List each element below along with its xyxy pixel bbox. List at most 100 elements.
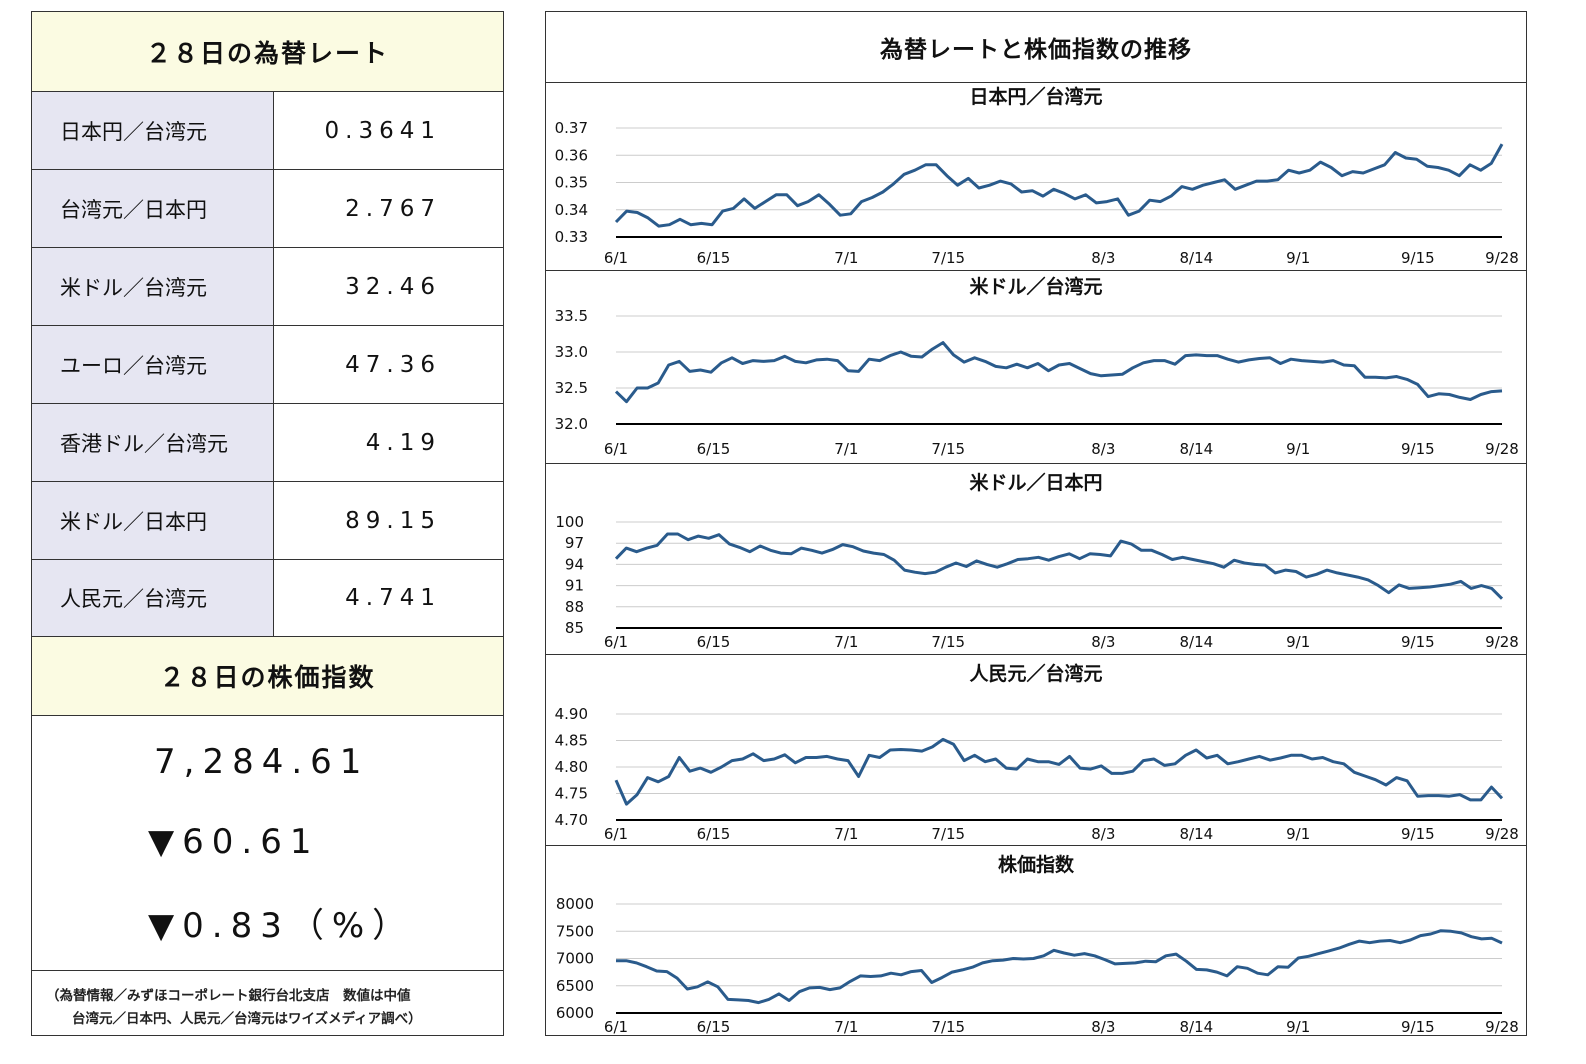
x-tick-label: 7/1: [834, 440, 858, 458]
y-tick-label: 85: [565, 619, 584, 637]
rate-value: 47.36: [345, 351, 441, 378]
y-tick-label: 0.35: [555, 174, 588, 192]
x-tick-label: 8/3: [1091, 1018, 1115, 1035]
rate-row: 香港ドル／台湾元 4.19: [32, 404, 503, 482]
x-tick-label: 9/28: [1485, 440, 1519, 458]
x-tick-label: 9/28: [1485, 633, 1519, 651]
y-tick-label: 4.85: [555, 732, 588, 750]
x-tick-label: 7/1: [834, 249, 858, 267]
chart-title: 株価指数: [998, 853, 1075, 876]
x-tick-label: 8/3: [1091, 249, 1115, 267]
x-tick-label: 7/15: [931, 249, 965, 267]
series-line: [616, 929, 1503, 1005]
y-tick-label: 88: [565, 598, 584, 616]
y-tick-label: 33.5: [555, 307, 588, 325]
x-tick-label: 9/15: [1401, 1018, 1435, 1035]
stock-change-value: ▼60.61: [148, 822, 320, 862]
x-tick-label: 8/14: [1179, 249, 1213, 267]
y-tick-label: 4.80: [555, 758, 588, 776]
y-tick-label: 0.36: [555, 146, 588, 164]
x-tick-label: 6/15: [697, 1018, 731, 1035]
x-tick-label: 8/14: [1179, 440, 1213, 458]
y-tick-label: 0.34: [555, 201, 588, 219]
chart-cny-twd: 人民元／台湾元 4.70 4.75 4.80 4.85 4.90 6/1 6/15 7/1 7/1…: [546, 655, 1526, 846]
chart-cny-twd-svg: 人民元／台湾元 4.70 4.75 4.80 4.85 4.90 6/1 6/15 7/1 7/1…: [555, 662, 1519, 843]
x-tick-label: 8/3: [1091, 825, 1115, 843]
x-tick-label: 9/15: [1401, 249, 1435, 267]
chart-stock-index: 株価指数 6000 6500 7000 7500 8000 6/1 6/15 7/1 7/15 8/…: [546, 846, 1526, 1035]
x-tick-label: 9/1: [1286, 1018, 1310, 1035]
x-tick-label: 7/15: [931, 633, 965, 651]
series-line: [614, 341, 1503, 404]
source-note-line2: 台湾元／日本円、人民元／台湾元はワイズメディア調べ）: [72, 1011, 422, 1027]
y-tick-label: 6500: [556, 977, 594, 995]
x-tick-label: 8/14: [1179, 825, 1213, 843]
x-tick-label: 6/1: [604, 1018, 628, 1035]
chart-title: 日本円／台湾元: [969, 85, 1102, 108]
stock-change-percent: ▼0.83（%）: [148, 906, 415, 946]
chart-usd-jpy: 米ドル／日本円 85 88 91 94 97 100 6/1 6/15 7/1 7/15 8/3 8/1…: [546, 464, 1526, 655]
rate-value: 4.741: [345, 585, 441, 611]
x-tick-label: 7/15: [931, 1018, 965, 1035]
left-panel: ２８日の為替レート 日本円／台湾元 0.3641 台湾元／日本円 2.767 米…: [31, 11, 504, 1036]
chart-jpy-twd-svg: 日本円／台湾元 0.33 0.34 0.35 0.36 0.37 6/1 6/15 7/1 7/1…: [555, 85, 1519, 267]
rate-value: 0.3641: [324, 117, 441, 144]
y-tick-label: 0.37: [555, 119, 588, 137]
rate-row: 日本円／台湾元 0.3641: [32, 92, 503, 170]
chart-usd-twd-svg: 米ドル／台湾元 32.0 32.5 33.0 33.5 6/1 6/15 7/1 7/15 8/3…: [555, 275, 1519, 458]
rate-row: 台湾元／日本円 2.767: [32, 170, 503, 248]
x-tick-label: 9/1: [1286, 440, 1310, 458]
x-tick-label: 7/1: [834, 1018, 858, 1035]
series-line: [614, 737, 1504, 806]
x-tick-label: 9/1: [1286, 825, 1310, 843]
x-tick-label: 7/15: [931, 825, 965, 843]
rates-title: ２８日の為替レート: [32, 12, 503, 92]
stock-index-value: 7,284.61: [154, 742, 370, 782]
rate-value: 4.19: [365, 429, 441, 456]
y-tick-label: 0.33: [555, 228, 588, 246]
divider: [32, 970, 503, 971]
x-tick-label: 7/15: [931, 440, 965, 458]
charts-title: 為替レートと株価指数の推移: [546, 12, 1526, 83]
y-tick-label: 32.5: [555, 379, 588, 397]
x-tick-label: 8/3: [1091, 440, 1115, 458]
x-tick-label: 6/1: [604, 825, 628, 843]
chart-title: 米ドル／台湾元: [969, 275, 1102, 298]
chart-usd-twd: 米ドル／台湾元 32.0 32.5 33.0 33.5 6/1 6/15 7/1 7/15 8/3…: [546, 271, 1526, 464]
y-tick-label: 94: [565, 555, 584, 573]
y-tick-label: 97: [565, 534, 584, 552]
rate-label: 香港ドル／台湾元: [32, 404, 274, 481]
x-tick-label: 6/1: [604, 633, 628, 651]
x-tick-label: 9/28: [1485, 249, 1519, 267]
rate-value: 32.46: [345, 273, 441, 300]
x-tick-label: 7/1: [834, 825, 858, 843]
y-tick-label: 100: [555, 513, 584, 531]
x-tick-label: 8/14: [1179, 633, 1213, 651]
x-tick-label: 9/1: [1286, 633, 1310, 651]
rate-value: 2.767: [345, 195, 441, 222]
x-tick-label: 6/15: [697, 825, 731, 843]
x-tick-label: 6/15: [697, 633, 731, 651]
x-tick-label: 9/15: [1401, 825, 1435, 843]
chart-title: 米ドル／日本円: [969, 471, 1102, 494]
rate-label: 台湾元／日本円: [32, 170, 274, 247]
y-tick-label: 7000: [556, 950, 594, 968]
x-tick-label: 6/15: [697, 440, 731, 458]
rate-label: 米ドル／日本円: [32, 482, 274, 559]
rate-label: 米ドル／台湾元: [32, 248, 274, 325]
rate-row: 人民元／台湾元 4.741: [32, 560, 503, 637]
x-tick-label: 8/3: [1091, 633, 1115, 651]
y-tick-label: 8000: [556, 895, 594, 913]
chart-title: 人民元／台湾元: [969, 662, 1102, 685]
x-tick-label: 9/15: [1401, 440, 1435, 458]
y-tick-label: 32.0: [555, 415, 588, 433]
x-tick-label: 6/1: [604, 249, 628, 267]
rate-row: 米ドル／台湾元 32.46: [32, 248, 503, 326]
y-tick-label: 6000: [556, 1004, 594, 1022]
source-note-line1: （為替情報／みずほコーポレート銀行台北支店 数値は中値: [46, 988, 411, 1004]
rate-label: ユーロ／台湾元: [32, 326, 274, 403]
x-tick-label: 6/1: [604, 440, 628, 458]
rate-label: 人民元／台湾元: [32, 560, 274, 636]
y-tick-label: 33.0: [555, 343, 588, 361]
chart-jpy-twd: 日本円／台湾元 0.33 0.34 0.35 0.36 0.37 6/1 6/15 7/1 7/1…: [546, 83, 1526, 271]
